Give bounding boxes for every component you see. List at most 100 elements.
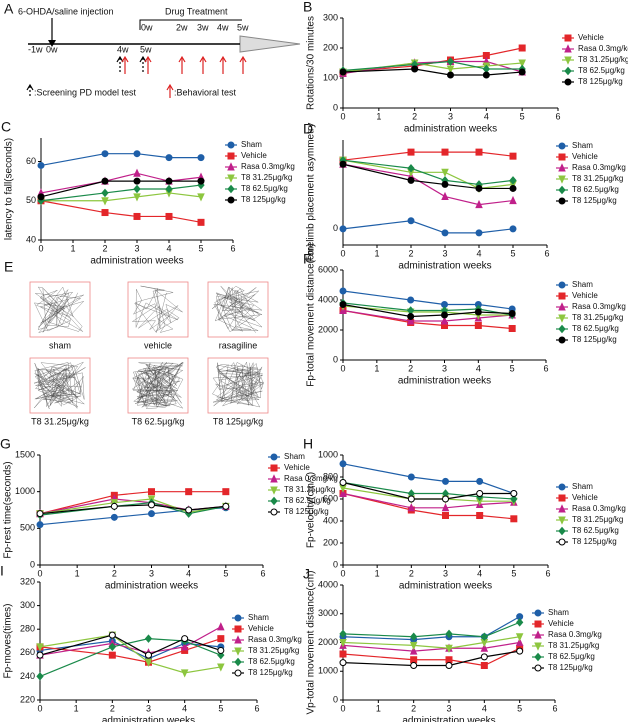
x-axis-title: administration weeks [402,716,495,722]
legend-label: T8 62.5μg/kg [548,652,595,661]
x-tick-label: 0 [37,703,42,713]
image-caption: T8 125μg/kg [213,416,263,426]
data-point [474,308,482,316]
y-tick-label: 0 [333,694,338,704]
y-tick-label: 240 [20,671,35,681]
panel-letter: I [0,563,4,579]
x-axis-title: administration weeks [398,261,491,272]
data-point [133,150,141,158]
y-tick-label: 0 [333,102,338,112]
data-point [441,168,449,178]
data-point [36,643,44,652]
y-axis-title: Rotations/30 minutes [306,16,317,110]
y-tick-label: 0 [333,354,338,364]
legend-label: Rasa 0.3mg/kg [548,630,602,639]
data-point [133,212,141,220]
data-point [148,510,155,518]
y-tick-label: 50 [26,195,36,205]
trajectory [34,286,85,333]
data-point [516,618,524,627]
legend-marker [558,516,566,525]
legend-marker [558,185,566,195]
y-tick-label: 500 [20,523,35,533]
legend-marker [558,314,566,323]
week-label: 5w [237,22,249,32]
x-axis-title: administration weeks [102,716,195,722]
y-tick-label: 0 [333,559,338,569]
y-axis-title: Fp-velocity(cm/s) [306,472,317,548]
x-tick-label: 1 [74,703,79,713]
legend-marker [558,336,566,344]
legend-marker [270,496,278,506]
x-tick-label: 2 [408,248,413,258]
data-point [446,57,455,66]
week-label: 0w [46,44,58,54]
y-tick-label: 4000 [318,294,338,304]
x-tick-label: 1 [376,703,381,713]
trajectory [131,285,183,333]
legend-label: T8 62.5μg/kg [248,657,295,666]
data-point [409,646,418,655]
series-line [342,309,513,330]
data-point [476,477,484,485]
data-point [480,632,488,642]
legend-label: T8 31.25μg/kg [572,174,623,183]
legend-marker [227,141,235,149]
x-tick-label: 6 [254,703,259,713]
legend-marker [534,642,542,651]
data-point [508,310,516,317]
data-point [480,662,488,669]
x-tick-label: 3 [149,568,154,578]
data-point [339,460,347,468]
x-axis-title: administration weeks [105,581,198,592]
legend-marker [234,635,242,644]
data-point [518,59,526,68]
data-point [36,672,44,681]
data-point [475,199,483,209]
data-point [181,635,189,643]
legend-marker [558,163,566,172]
data-point [108,651,116,659]
legend-label: T8 62.5μg/kg [241,184,288,193]
data-point [509,195,517,205]
y-tick-label: 60 [26,156,36,166]
legend-marker [234,669,242,677]
timeline-arrowhead [239,35,301,53]
legend-marker [534,664,542,672]
legend-label: Vehicle [578,33,604,42]
legend-label: Sham [548,608,569,617]
x-tick-label: 2 [408,363,413,373]
data-point [222,488,230,496]
y-tick-label: 260 [20,647,35,657]
data-point [407,148,415,156]
x-tick-label: 0 [340,363,345,373]
data-point [185,488,193,496]
data-point [445,644,453,653]
x-tick-label: 5 [510,363,515,373]
data-point [445,662,453,669]
image-caption: T8 31.25μg/kg [31,416,89,426]
panel-letter: G [0,436,11,452]
legend-label: :Behavioral test [174,87,237,97]
week-label: 3w [197,22,209,32]
data-point [144,634,153,643]
y-tick-label: 300 [323,12,338,22]
data-point [480,643,489,652]
data-point [475,148,483,156]
data-point [441,311,448,319]
legend-label: Rasa 0.3mg/kg [284,474,338,483]
series-line [39,638,222,677]
trajectory [131,362,184,409]
data-point [217,622,225,631]
week-label: 4w [217,22,229,32]
data-point [110,502,118,510]
y-tick-label: 320 [20,576,35,586]
legend-label: Rasa 0.3mg/kg [578,44,628,53]
data-point [407,503,416,512]
data-point [185,506,193,514]
legend-label: Rasa 0.3mg/kg [572,302,626,311]
series-line [342,616,520,641]
data-point [509,176,517,185]
legend-label: Rasa 0.3mg/kg [248,635,302,644]
legend-label: T8 31.25μg/kg [572,313,623,322]
